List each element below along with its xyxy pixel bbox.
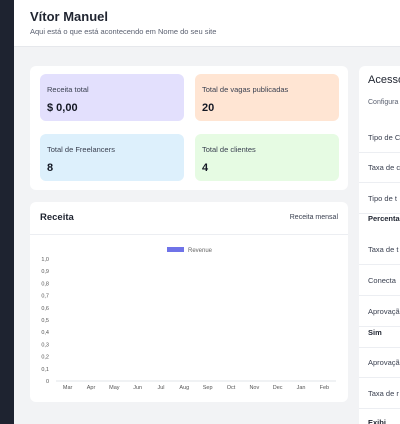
x-tick-label: Sep <box>203 385 213 391</box>
monthly-revenue-link[interactable]: Receita mensal <box>289 214 338 221</box>
revenue-chart: Revenue 0 0,1 0,2 0,3 0,4 0,5 0,6 0,7 0,8 0,9 1,0 Ma… <box>41 247 336 391</box>
access-row-divider <box>359 182 400 183</box>
access-row-divider <box>359 213 400 214</box>
access-row-divider <box>359 326 400 327</box>
stat-card-freelancers: Total de Freelancers 8 <box>40 134 184 181</box>
stat-label: Total de Freelancers <box>47 145 115 154</box>
y-tick-label: 0,9 <box>41 269 49 275</box>
page-subtitle: Aqui está o que está acontecendo em Nome… <box>30 27 217 36</box>
access-row-label: Percenta <box>368 214 400 223</box>
y-tick-label: 0,5 <box>41 318 49 324</box>
stat-card-jobs-published: Total de vagas publicadas 20 <box>195 74 339 121</box>
access-row-label: Aprovaçã <box>368 358 400 367</box>
y-tick-label: 0,1 <box>41 367 49 373</box>
access-row-label: Sim <box>368 328 382 337</box>
access-row-label: Tipo de t <box>368 194 397 203</box>
stat-card-clients: Total de clientes 4 <box>195 134 339 181</box>
stat-card-total-revenue: Receita total $ 0,00 <box>40 74 184 121</box>
access-row-divider <box>359 152 400 153</box>
stats-panel: Receita total $ 0,00 Total de vagas publ… <box>30 66 348 190</box>
stat-label: Total de clientes <box>202 145 256 154</box>
page-header: Vítor Manuel Aqui está o que está aconte… <box>14 0 400 47</box>
y-tick-label: 0,4 <box>41 330 49 336</box>
x-tick-label: Nov <box>249 385 259 391</box>
divider <box>30 234 348 235</box>
access-title: Acesso <box>368 74 400 86</box>
access-panel: Acesso Configura superadm Tipo de C Taxa … <box>359 66 400 424</box>
x-tick-label: Mar <box>63 385 73 391</box>
access-description: Configura superadm <box>368 99 400 106</box>
x-tick-label: Jun <box>133 385 142 391</box>
y-tick-label: 0 <box>46 379 49 385</box>
access-row-label: Tipo de C <box>368 133 400 142</box>
y-tick-label: 0,2 <box>41 355 49 361</box>
x-tick-label: Jul <box>157 385 164 391</box>
access-row-label: Conecta <box>368 276 396 285</box>
access-row-divider <box>359 264 400 265</box>
access-row-divider <box>359 295 400 296</box>
stat-label: Receita total <box>47 85 89 94</box>
stat-value: 4 <box>202 162 209 174</box>
access-row-label: Taxa de t <box>368 245 399 254</box>
legend-label[interactable]: Revenue <box>188 248 213 254</box>
y-tick-label: 0,8 <box>41 281 49 287</box>
x-tick-label: Oct <box>227 385 236 391</box>
page-title: Vítor Manuel <box>30 9 109 24</box>
revenue-panel: Receita Receita mensal Revenue 0 0,1 0,2 0,3… <box>30 202 348 402</box>
x-tick-label: Feb <box>320 385 329 391</box>
x-tick-label: May <box>109 385 120 391</box>
access-row-divider <box>359 347 400 348</box>
stat-value: 20 <box>202 102 215 114</box>
sidebar <box>0 0 14 424</box>
stat-label: Total de vagas publicadas <box>202 85 289 94</box>
y-tick-label: 0,6 <box>41 306 49 312</box>
stat-value: $ 0,00 <box>47 102 78 114</box>
y-tick-label: 0,7 <box>41 294 49 300</box>
access-row-label: Taxa de c <box>368 163 400 172</box>
access-row-divider <box>359 377 400 378</box>
y-tick-label: 0,3 <box>41 342 49 348</box>
access-row-divider <box>359 408 400 409</box>
legend-swatch[interactable] <box>167 247 184 252</box>
x-tick-label: Aug <box>179 385 189 391</box>
revenue-title: Receita <box>40 212 74 223</box>
x-tick-label: Dec <box>273 385 283 391</box>
access-row-label: Exibi <box>368 418 386 424</box>
access-row-label: Taxa de r <box>368 389 399 398</box>
stat-value: 8 <box>47 162 54 174</box>
access-row-label: Aprovaçã <box>368 307 400 316</box>
y-tick-label: 1,0 <box>41 257 49 263</box>
x-tick-label: Apr <box>87 385 96 391</box>
x-tick-label: Jan <box>297 385 306 391</box>
